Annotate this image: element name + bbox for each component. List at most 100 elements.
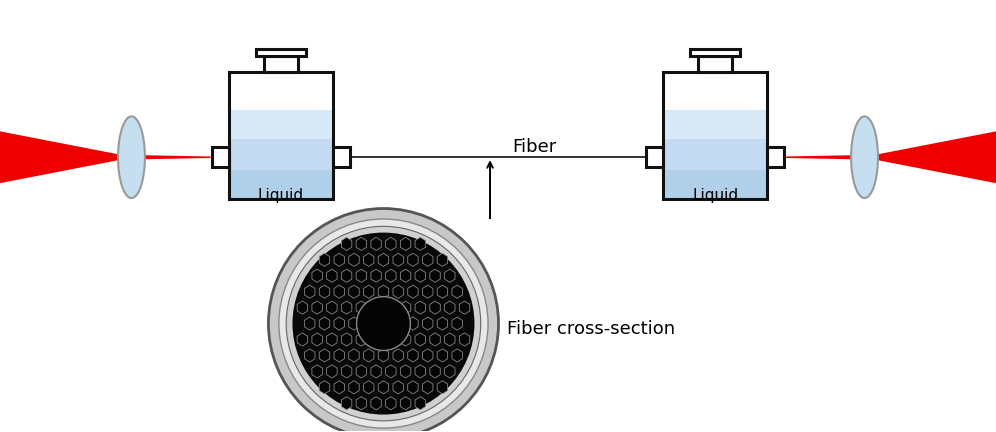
Ellipse shape (851, 116, 878, 198)
Polygon shape (430, 365, 440, 378)
Polygon shape (349, 381, 360, 394)
Polygon shape (357, 365, 367, 378)
Polygon shape (334, 381, 345, 394)
Bar (690, 49, 740, 56)
Polygon shape (430, 269, 440, 283)
Polygon shape (327, 333, 337, 346)
Polygon shape (342, 333, 352, 346)
Polygon shape (452, 285, 462, 298)
Polygon shape (364, 317, 374, 330)
Bar (229, 170, 333, 199)
Polygon shape (320, 253, 330, 267)
Polygon shape (320, 317, 330, 330)
Polygon shape (357, 237, 367, 251)
Polygon shape (400, 269, 410, 283)
Polygon shape (297, 301, 308, 314)
Polygon shape (437, 349, 447, 362)
Text: Fiber cross-section: Fiber cross-section (507, 320, 675, 337)
Polygon shape (364, 381, 374, 394)
Polygon shape (415, 333, 425, 346)
Polygon shape (357, 333, 367, 346)
Polygon shape (378, 381, 388, 394)
Polygon shape (415, 237, 425, 251)
Polygon shape (393, 317, 403, 330)
Text: Liquid: Liquid (692, 187, 738, 203)
Polygon shape (400, 301, 410, 314)
Polygon shape (312, 301, 323, 314)
Polygon shape (385, 237, 396, 251)
Polygon shape (320, 285, 330, 298)
Polygon shape (334, 317, 345, 330)
Polygon shape (371, 397, 381, 410)
Polygon shape (327, 269, 337, 283)
Polygon shape (342, 397, 352, 410)
Polygon shape (349, 317, 360, 330)
Polygon shape (422, 349, 433, 362)
Polygon shape (407, 381, 418, 394)
Polygon shape (342, 301, 352, 314)
Polygon shape (452, 349, 462, 362)
Polygon shape (312, 269, 323, 283)
Polygon shape (357, 301, 367, 314)
Ellipse shape (119, 116, 145, 198)
Polygon shape (407, 317, 418, 330)
Polygon shape (430, 301, 440, 314)
Polygon shape (452, 317, 462, 330)
Ellipse shape (279, 219, 488, 428)
Polygon shape (320, 349, 330, 362)
Polygon shape (327, 301, 337, 314)
Polygon shape (342, 365, 352, 378)
Polygon shape (385, 301, 396, 314)
Polygon shape (393, 285, 403, 298)
Polygon shape (145, 155, 211, 159)
Polygon shape (393, 381, 403, 394)
Polygon shape (407, 285, 418, 298)
Bar (333, 147, 351, 167)
Bar (229, 72, 333, 199)
Polygon shape (400, 333, 410, 346)
Polygon shape (393, 349, 403, 362)
Polygon shape (444, 301, 455, 314)
Bar (768, 147, 785, 167)
Polygon shape (415, 301, 425, 314)
Bar (663, 72, 768, 199)
Polygon shape (878, 131, 996, 183)
Polygon shape (371, 269, 381, 283)
Polygon shape (342, 237, 352, 251)
Bar (212, 147, 229, 167)
Polygon shape (422, 381, 433, 394)
Polygon shape (342, 269, 352, 283)
Ellipse shape (357, 297, 410, 350)
Polygon shape (334, 253, 345, 267)
Polygon shape (378, 349, 388, 362)
Ellipse shape (269, 209, 499, 432)
Polygon shape (422, 285, 433, 298)
Polygon shape (357, 269, 367, 283)
Bar (229, 72, 333, 110)
Polygon shape (349, 349, 360, 362)
Polygon shape (357, 397, 367, 410)
Polygon shape (385, 397, 396, 410)
Bar (663, 170, 768, 199)
Polygon shape (371, 301, 381, 314)
Bar (645, 147, 663, 167)
Bar (663, 139, 768, 170)
Polygon shape (415, 269, 425, 283)
Bar (256, 49, 306, 56)
Polygon shape (407, 253, 418, 267)
Polygon shape (334, 285, 345, 298)
Polygon shape (334, 349, 345, 362)
Polygon shape (305, 317, 315, 330)
Polygon shape (459, 333, 470, 346)
Polygon shape (400, 365, 410, 378)
Polygon shape (400, 397, 410, 410)
Polygon shape (385, 365, 396, 378)
Polygon shape (444, 365, 455, 378)
Bar (663, 72, 768, 110)
Ellipse shape (358, 298, 409, 349)
Polygon shape (305, 285, 315, 298)
Polygon shape (0, 131, 119, 183)
Text: Liquid: Liquid (258, 187, 304, 203)
Polygon shape (385, 333, 396, 346)
Polygon shape (437, 381, 447, 394)
